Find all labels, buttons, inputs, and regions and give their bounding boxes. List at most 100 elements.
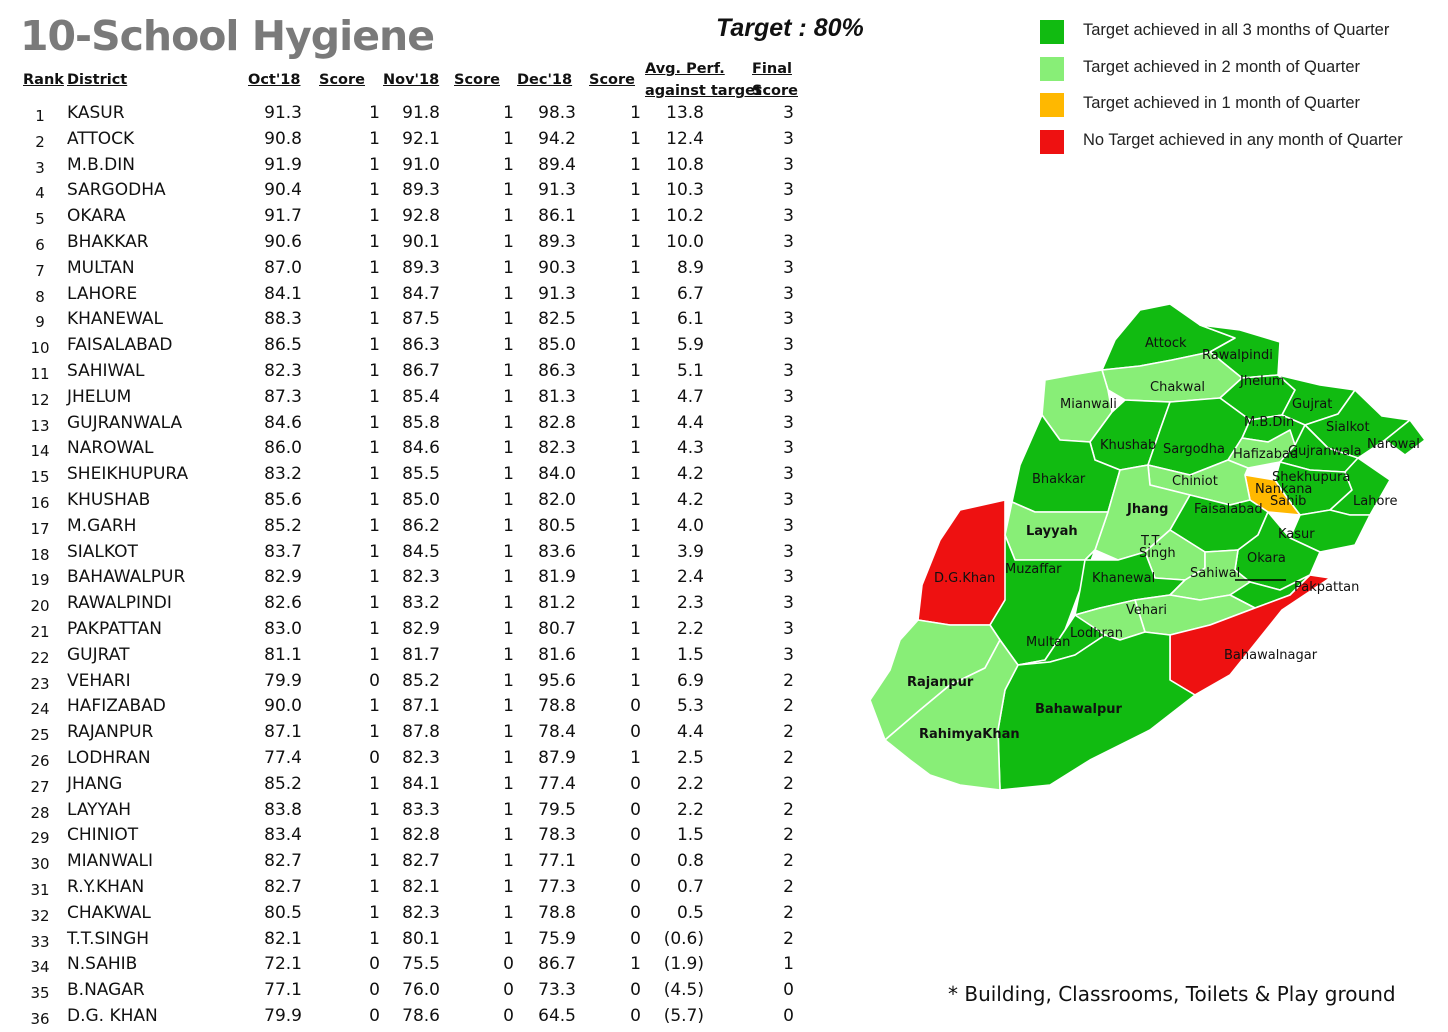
table-row: 19 BAHAWALPUR 82.9 1 82.3 1 81.9 1 2.4 3 [0, 567, 820, 593]
cell-dec: 82.0 [538, 489, 576, 510]
cell-nov: 80.1 [402, 928, 440, 949]
cell-final-score: 3 [783, 386, 794, 407]
cell-oct: 83.7 [264, 541, 302, 562]
cell-nov: 84.1 [402, 773, 440, 794]
cell-nov: 83.2 [402, 593, 440, 614]
cell-score-1: 0 [369, 1005, 380, 1026]
cell-oct: 87.3 [264, 386, 302, 407]
table-row: 36 D.G. KHAN 79.9 0 78.6 0 64.5 0 (5.7) 0 [0, 1006, 820, 1032]
cell-district: M.GARH [67, 515, 137, 536]
cell-final-score: 2 [783, 825, 794, 846]
legend-label: Target achieved in 1 month of Quarter [1083, 94, 1360, 112]
cell-final-score: 3 [783, 644, 794, 665]
cell-score-1: 1 [369, 618, 380, 639]
table-row: 11 SAHIWAL 82.3 1 86.7 1 86.3 1 5.1 3 [0, 361, 820, 387]
cell-district: GUJRAT [67, 644, 130, 665]
cell-nov: 84.7 [402, 283, 440, 304]
cell-score-3: 0 [630, 928, 641, 949]
cell-final-score: 0 [783, 1005, 794, 1026]
table-row: 24 HAFIZABAD 90.0 1 87.1 1 78.8 0 5.3 2 [0, 696, 820, 722]
cell-final-score: 3 [783, 438, 794, 459]
cell-final-score: 1 [783, 954, 794, 975]
cell-score-3: 0 [630, 825, 641, 846]
cell-avg-perf: 0.5 [676, 902, 704, 923]
cell-oct: 91.7 [264, 206, 302, 227]
cell-rank: 14 [30, 442, 50, 461]
target-label: Target : 80% [716, 14, 864, 42]
label-bhakkar: Bhakkar [1032, 472, 1086, 487]
cell-district: ATTOCK [67, 128, 135, 149]
header-score-1: Score [319, 72, 365, 88]
table-row: 18 SIALKOT 83.7 1 84.5 1 83.6 1 3.9 3 [0, 542, 820, 568]
label-lahore: Lahore [1353, 494, 1397, 509]
district-bahawalnagar [1169, 574, 1331, 696]
cell-score-3: 1 [630, 154, 641, 175]
cell-district: BAHAWALPUR [67, 567, 186, 588]
table-row: 5 OKARA 91.7 1 92.8 1 86.1 1 10.2 3 [0, 206, 820, 232]
cell-score-1: 1 [369, 876, 380, 897]
label-jhelum: Jhelum [1239, 374, 1285, 389]
cell-rank: 35 [30, 984, 50, 1003]
cell-dec: 91.3 [538, 283, 576, 304]
page-title: 10-School Hygiene [20, 12, 435, 60]
cell-score-3: 1 [630, 644, 641, 665]
header-nov: Nov'18 [383, 72, 440, 88]
cell-oct: 84.6 [264, 412, 302, 433]
cell-score-2: 1 [503, 696, 514, 717]
cell-final-score: 3 [783, 206, 794, 227]
cell-rank: 13 [30, 416, 50, 435]
cell-rank: 10 [30, 339, 50, 358]
cell-final-score: 3 [783, 618, 794, 639]
cell-district: GUJRANWALA [67, 412, 183, 433]
cell-oct: 87.0 [264, 257, 302, 278]
table-row: 22 GUJRAT 81.1 1 81.7 1 81.6 1 1.5 3 [0, 645, 820, 671]
cell-score-3: 0 [630, 696, 641, 717]
cell-rank: 30 [30, 855, 50, 874]
table-row: 20 RAWALPINDI 82.6 1 83.2 1 81.2 1 2.3 3 [0, 593, 820, 619]
cell-district: BHAKKAR [67, 231, 149, 252]
label-okara: Okara [1247, 551, 1286, 566]
cell-dec: 86.3 [538, 360, 576, 381]
label-lodhran: Lodhran [1070, 626, 1123, 641]
header-avg-line2: against target [645, 83, 762, 99]
header-oct: Oct'18 [248, 72, 301, 88]
cell-avg-perf: 6.1 [676, 309, 704, 330]
cell-nov: 82.8 [402, 825, 440, 846]
cell-final-score: 3 [783, 360, 794, 381]
cell-score-2: 1 [503, 309, 514, 330]
cell-oct: 85.2 [264, 515, 302, 536]
table-row: 28 LAYYAH 83.8 1 83.3 1 79.5 0 2.2 2 [0, 800, 820, 826]
cell-score-3: 1 [630, 489, 641, 510]
cell-score-1: 1 [369, 464, 380, 485]
cell-dec: 82.3 [538, 438, 576, 459]
cell-nov: 84.6 [402, 438, 440, 459]
cell-final-score: 3 [783, 231, 794, 252]
cell-oct: 91.9 [264, 154, 302, 175]
label-vehari: Vehari [1126, 603, 1167, 618]
label-gujranwala: Gujranwala [1288, 444, 1362, 459]
cell-nov: 82.3 [402, 902, 440, 923]
cell-final-score: 3 [783, 515, 794, 536]
cell-dec: 86.1 [538, 206, 576, 227]
cell-oct: 88.3 [264, 309, 302, 330]
cell-district: FAISALABAD [67, 335, 173, 356]
cell-avg-perf: (4.5) [663, 980, 704, 1001]
cell-score-3: 1 [630, 309, 641, 330]
cell-avg-perf: 2.2 [676, 799, 704, 820]
cell-nov: 89.3 [402, 180, 440, 201]
cell-avg-perf: 4.0 [676, 515, 704, 536]
cell-score-1: 1 [369, 593, 380, 614]
cell-rank: 4 [35, 184, 45, 203]
cell-score-1: 1 [369, 180, 380, 201]
cell-score-1: 1 [369, 773, 380, 794]
cell-final-score: 3 [783, 593, 794, 614]
cell-dec: 73.3 [538, 980, 576, 1001]
cell-nov: 82.1 [402, 876, 440, 897]
cell-oct: 80.5 [264, 902, 302, 923]
cell-district: M.B.DIN [67, 154, 135, 175]
cell-avg-perf: 4.3 [676, 438, 704, 459]
cell-oct: 77.1 [264, 980, 302, 1001]
header-district: District [67, 72, 128, 88]
cell-avg-perf: 5.9 [676, 335, 704, 356]
label-bahawalpur: Bahawalpur [1035, 702, 1123, 717]
